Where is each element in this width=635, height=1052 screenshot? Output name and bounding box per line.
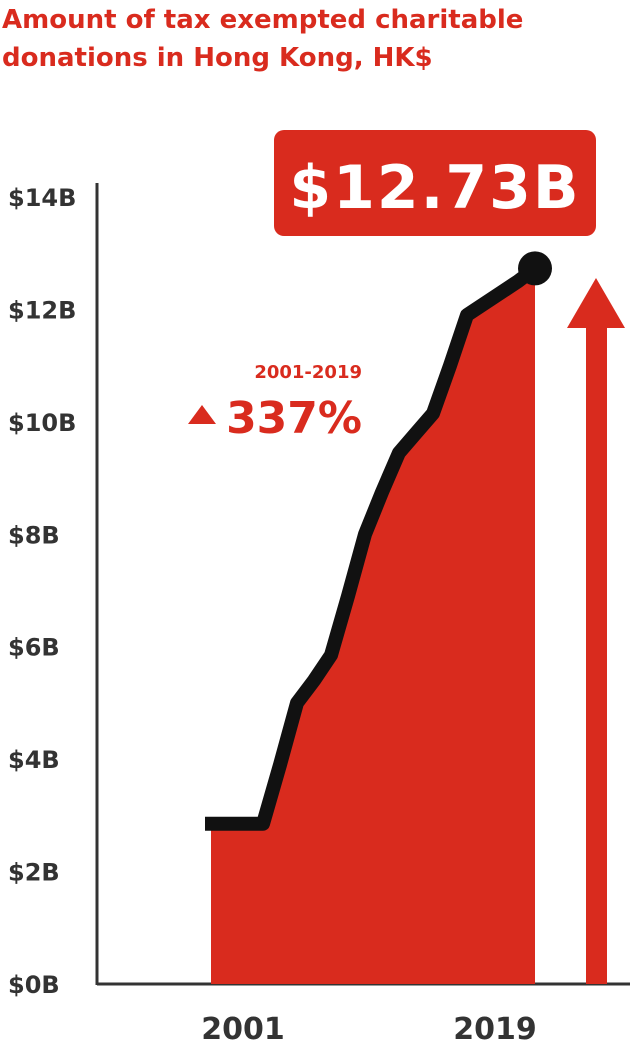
y-tick-label: $10B [8, 409, 76, 437]
chart-title-line-1: Amount of tax exempted charitable [2, 5, 523, 35]
y-tick-label: $0B [8, 971, 60, 999]
series-line [205, 262, 540, 831]
y-tick-label: $6B [8, 634, 60, 662]
up-arrow-icon [567, 278, 625, 984]
growth-annotation: 2001-2019 337% [188, 362, 362, 444]
value-callout-label: $12.73B [289, 153, 580, 223]
growth-range-label: 2001-2019 [254, 362, 362, 383]
end-point-marker [518, 251, 552, 286]
area-series-fill [211, 268, 535, 984]
y-tick-label: $12B [8, 296, 76, 324]
y-axis-ticks: $0B $2B $4B $6B $8B $10B $12B $14B [8, 184, 76, 999]
y-tick-label: $4B [8, 746, 60, 774]
value-callout: $12.73B [274, 130, 596, 236]
growth-percent-label: 337% [226, 393, 362, 444]
y-tick-label: $2B [8, 859, 60, 887]
triangle-up-icon [188, 405, 216, 424]
x-axis-ticks: 2001 2019 [201, 1012, 537, 1047]
value-callout-box [274, 130, 596, 236]
y-tick-label: $14B [8, 184, 76, 212]
chart-title-line-2: donations in Hong Kong, HK$ [2, 43, 433, 73]
x-tick-label: 2001 [201, 1012, 285, 1047]
y-tick-label: $8B [8, 521, 60, 549]
x-tick-label: 2019 [453, 1012, 537, 1047]
